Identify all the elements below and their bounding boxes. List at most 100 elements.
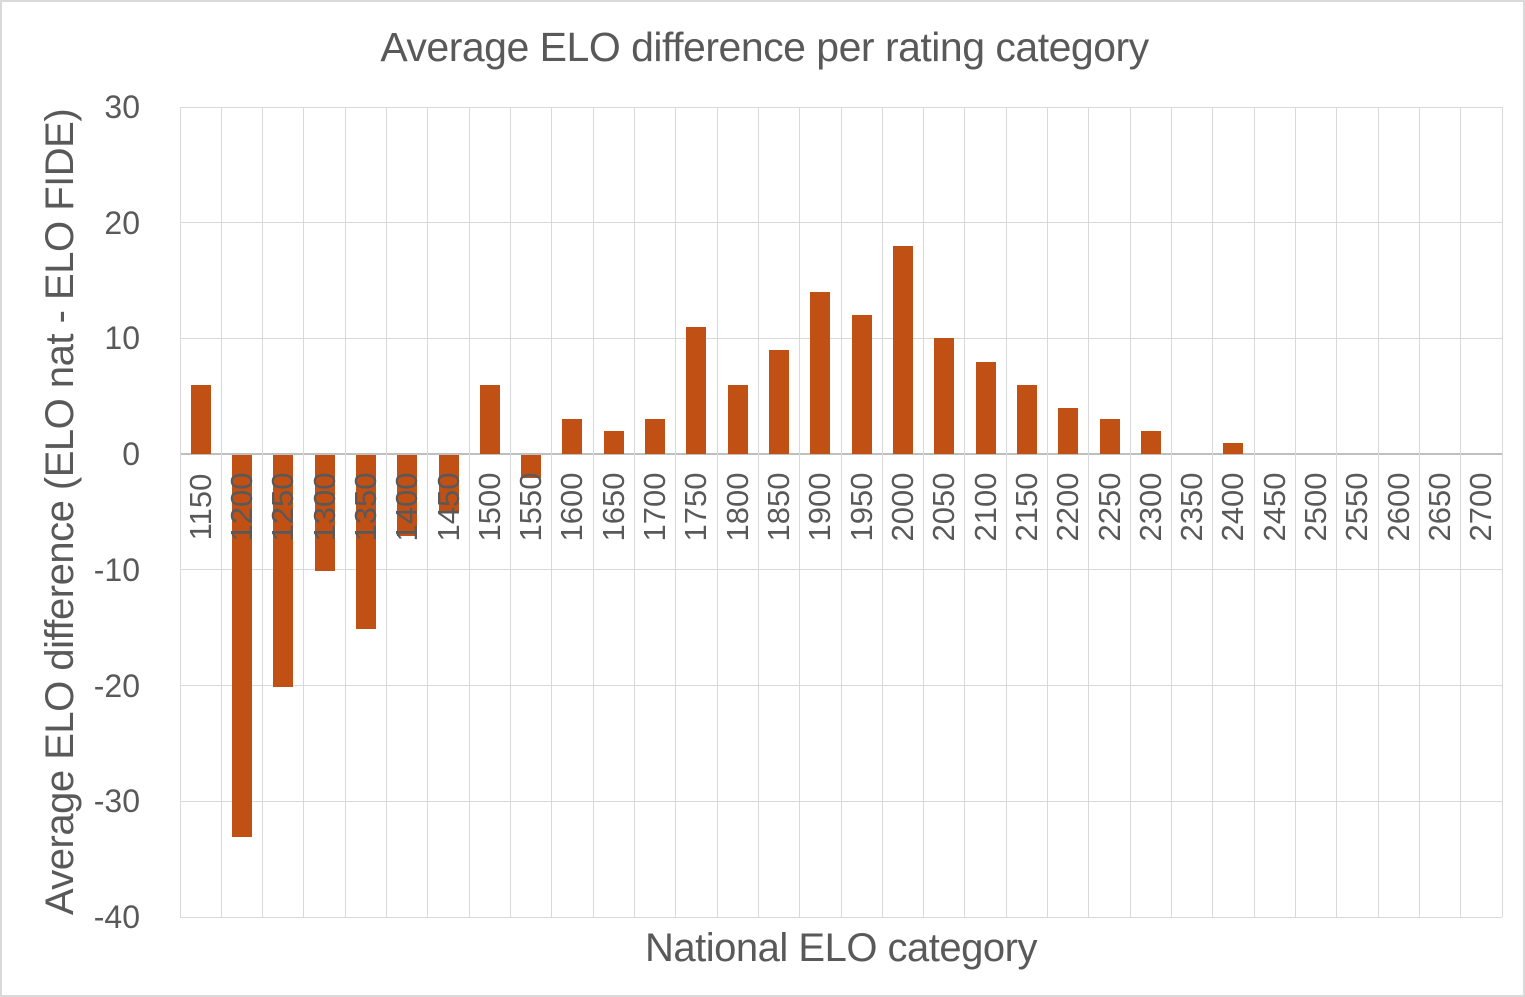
y-tick-label: -30 [93,783,140,820]
x-tick-label: 2150 [1008,472,1044,542]
y-tick-label: 30 [104,89,140,125]
x-axis-title: National ELO category [645,926,1037,970]
vertical-gridline [675,107,677,917]
bar [975,361,996,455]
vertical-gridline [510,107,511,917]
vertical-gridline [1047,107,1049,917]
vertical-gridline [1129,107,1131,917]
x-tick-label: 1450 [430,472,466,542]
x-tick-label: 1400 [389,472,425,542]
x-tick-label: 2700 [1463,472,1499,542]
vertical-gridline [1253,107,1255,917]
x-tick-label: 2650 [1422,472,1458,542]
vertical-gridline [1418,107,1420,917]
vertical-gridline [840,107,842,917]
vertical-gridline [592,107,594,917]
x-tick-label: 2600 [1380,472,1416,542]
vertical-gridline [881,107,883,917]
vertical-gridline [799,107,801,917]
vertical-gridline [1171,107,1172,917]
x-tick-label: 1150 [182,473,218,541]
y-tick-label: 10 [104,320,140,357]
bar [1140,431,1161,455]
bar [355,455,376,629]
x-tick-label: 1600 [554,472,590,542]
x-tick-label: 2200 [1050,472,1086,542]
bar [645,419,666,455]
x-tick-label: 2250 [1091,472,1127,542]
x-tick-label: 1250 [265,472,301,542]
vertical-gridline [179,107,181,917]
x-tick-label: 1750 [678,472,714,542]
bar [1223,442,1244,455]
bar [810,292,831,455]
vertical-gridline [1005,107,1007,917]
x-tick-label: 2400 [1215,472,1251,542]
vertical-gridline [1212,107,1214,917]
x-tick-label: 1950 [843,472,879,542]
x-tick-label: 1650 [595,472,631,542]
x-tick-label: 2350 [1174,472,1210,542]
x-tick-label: 2450 [1256,472,1292,542]
vertical-gridline [551,107,553,917]
bar [521,455,542,479]
bar [1058,407,1079,455]
vertical-gridline [1088,107,1090,917]
x-tick-label: 1300 [306,472,342,542]
bar [686,326,707,455]
y-tick-label: 0 [122,436,140,473]
vertical-gridline [262,107,264,917]
y-tick-label: -40 [93,899,140,935]
bar [479,384,500,455]
bar [727,384,748,455]
x-tick-label: 1700 [637,472,673,542]
y-tick-label: 20 [104,204,140,241]
bar [273,455,294,687]
bar [1016,384,1037,455]
x-tick-label: 1550 [513,472,549,542]
bar [603,431,624,455]
vertical-gridline [1460,107,1462,917]
x-tick-label: 1800 [719,472,755,542]
x-tick-label: 1500 [471,472,507,542]
x-tick-label: 2100 [967,472,1003,542]
bar [934,338,955,455]
x-tick-label: 2000 [884,472,920,542]
vertical-gridline [964,107,966,917]
vertical-gridline [1336,107,1338,917]
bar [892,245,913,455]
bar [231,455,252,837]
vertical-gridline [303,107,305,917]
x-tick-label: 2550 [1339,472,1375,542]
vertical-gridline [1377,107,1379,917]
vertical-gridline [716,107,718,917]
x-tick-label: 2300 [1132,472,1168,542]
x-tick-label: 2050 [926,472,962,542]
horizontal-gridline [180,916,1502,918]
x-tick-label: 1900 [802,472,838,542]
x-tick-label: 1200 [223,472,259,542]
bar [769,350,790,455]
vertical-gridline [1501,107,1503,917]
y-tick-label: -10 [93,551,140,588]
bar [1099,419,1120,455]
y-tick-label: -20 [93,667,140,704]
bar [851,315,872,455]
bar [397,455,418,537]
vertical-gridline [757,107,759,917]
vertical-gridline [468,107,470,917]
x-tick-label: 1850 [761,472,797,542]
vertical-gridline [386,107,388,917]
x-tick-label: 1350 [347,472,383,542]
chart-title: Average ELO difference per rating catego… [380,24,1149,70]
vertical-gridline [1294,107,1296,917]
vertical-gridline [220,107,222,917]
vertical-gridline [344,107,346,917]
bar [190,384,211,455]
bar [438,455,459,513]
vertical-gridline [427,107,429,917]
bar [562,419,583,455]
bar [314,455,335,571]
vertical-gridline [923,107,925,917]
